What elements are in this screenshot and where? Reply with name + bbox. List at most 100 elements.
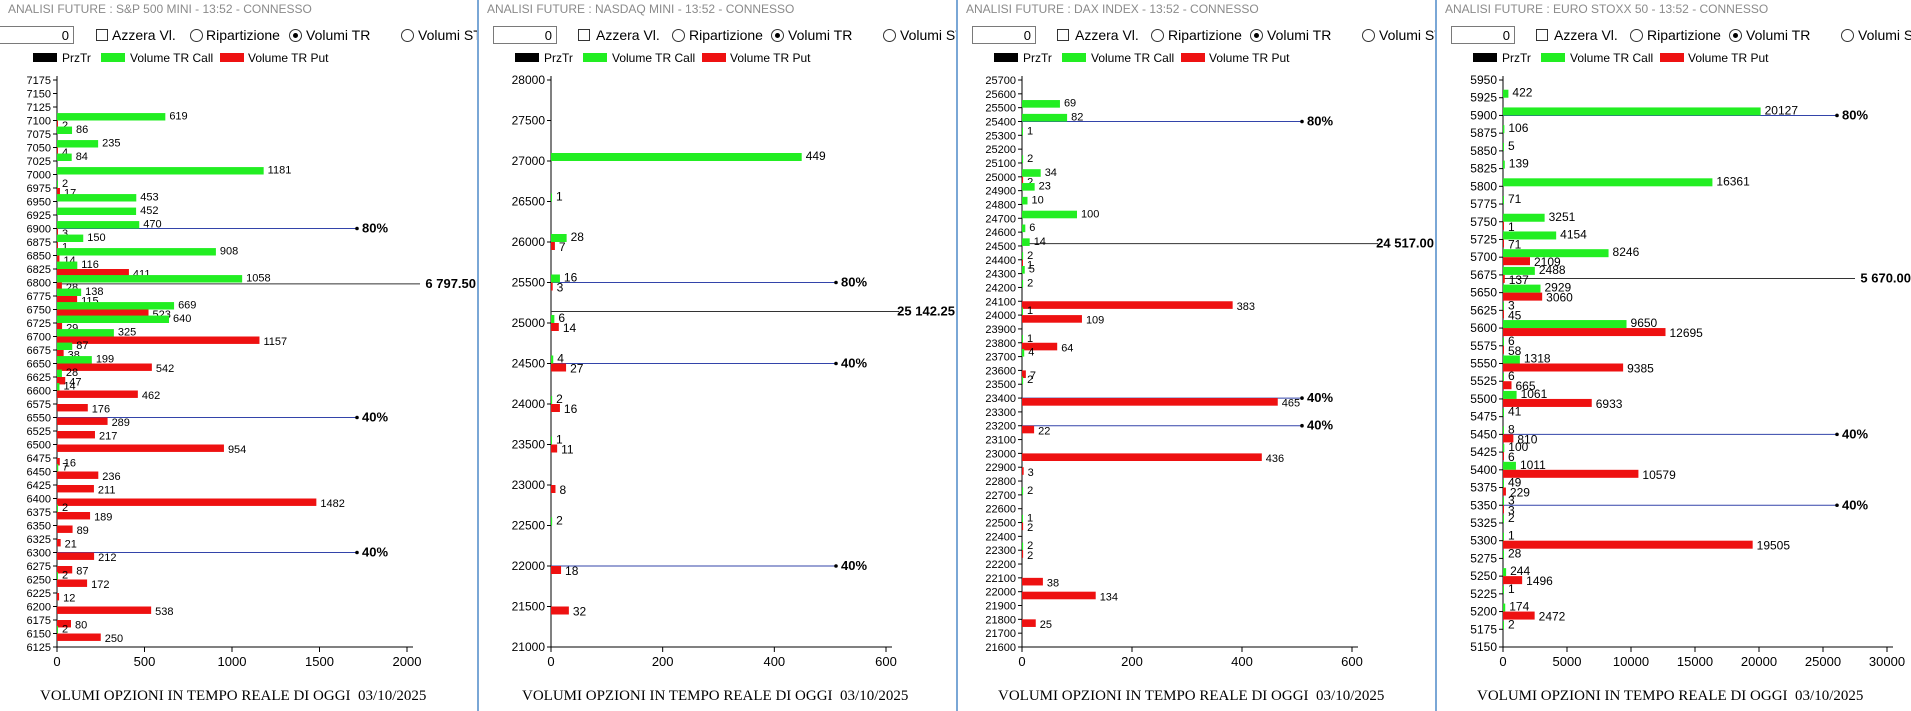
call-value-label: 452 (140, 205, 158, 217)
y-tick-label: 23500 (512, 438, 546, 452)
call-value-label: 71 (1508, 192, 1522, 206)
footer-caption: VOLUMI OPZIONI IN TEMPO REALE DI OGGI (998, 688, 1309, 704)
zero-input[interactable]: 0 (1451, 26, 1515, 44)
put-bar (57, 120, 58, 128)
put-bar (1503, 487, 1506, 496)
azzera-label: Azzera Vl. (596, 27, 660, 43)
put-bar (1022, 577, 1043, 586)
call-value-label: 244 (1510, 564, 1530, 578)
put-value-label: 172 (91, 579, 109, 591)
put-value-label: 2109 (1534, 255, 1561, 269)
y-tick-label: 22300 (985, 545, 1016, 557)
call-value-label: 2 (62, 624, 68, 636)
ripartizione-label: Ripartizione (206, 27, 280, 43)
call-value-label: 1061 (1521, 387, 1548, 401)
y-tick-label: 23400 (985, 393, 1016, 405)
put-bar (1022, 370, 1026, 379)
put-bar (551, 404, 560, 412)
nasdaq-panel: ANALISI FUTURE : NASDAQ MINI - 13:52 - C… (477, 0, 957, 711)
level-marker (834, 564, 838, 568)
control-row: 0 Azzera Vl. Ripartizione Volumi TR Volu… (0, 26, 478, 46)
volumi-st-radio[interactable] (401, 29, 414, 42)
call-value-label: 2 (1027, 153, 1033, 165)
ripartizione-radio[interactable] (190, 29, 203, 42)
volumi-st-radio[interactable] (1362, 29, 1375, 42)
y-tick-label: 5175 (1470, 622, 1497, 636)
call-bar (1503, 355, 1520, 364)
call-value-label: 23 (1039, 181, 1051, 193)
y-tick-label: 5450 (1470, 427, 1497, 441)
call-value-label: 619 (169, 111, 187, 123)
y-tick-label: 22000 (512, 559, 546, 573)
legend-put: Volume TR Put (1209, 51, 1290, 65)
put-bar (57, 566, 73, 574)
footer: VOLUMI OPZIONI IN TEMPO REALE DI OGGI 03… (40, 688, 426, 705)
put-value-label: 80 (75, 619, 87, 631)
call-bar (1503, 213, 1545, 222)
level-label: 40% (362, 410, 388, 425)
volumi-tr-radio[interactable] (1729, 29, 1742, 42)
y-tick-label: 5950 (1470, 73, 1497, 87)
call-value-label: 87 (76, 340, 88, 352)
volumi-st-radio[interactable] (883, 29, 896, 42)
call-value-label: 106 (1508, 121, 1528, 135)
put-bar (1503, 398, 1592, 407)
put-bar (551, 485, 556, 493)
call-value-label: 2 (1027, 250, 1033, 262)
call-bar (57, 356, 92, 364)
azzera-checkbox[interactable] (1057, 29, 1069, 41)
zero-input[interactable]: 0 (0, 26, 74, 44)
call-value-label: 82 (1071, 111, 1083, 123)
zero-input[interactable]: 0 (972, 26, 1036, 44)
y-tick-label: 6525 (27, 426, 51, 438)
azzera-checkbox[interactable] (578, 29, 590, 41)
put-bar (1022, 522, 1024, 531)
put-bar (57, 606, 152, 614)
y-tick-label: 7100 (27, 116, 51, 128)
call-bar (57, 261, 78, 269)
y-tick-label: 25000 (512, 316, 546, 330)
call-bar (1503, 320, 1627, 329)
volumi-tr-radio[interactable] (289, 29, 302, 42)
x-tick-label: 2000 (393, 654, 422, 669)
y-tick-label: 24400 (985, 255, 1016, 267)
y-tick-label: 5625 (1470, 303, 1497, 317)
ripartizione-radio[interactable] (1151, 29, 1164, 42)
put-bar (57, 228, 58, 236)
call-value-label: 1 (1508, 582, 1515, 596)
volumi-tr-radio[interactable] (771, 29, 784, 42)
y-tick-label: 6125 (27, 642, 51, 654)
put-value-label: 189 (94, 511, 112, 523)
put-bar (1022, 453, 1262, 461)
call-value-label: 199 (96, 354, 114, 366)
put-bar (551, 566, 562, 574)
x-tick-label: 400 (763, 654, 785, 669)
put-value-label: 7 (559, 240, 566, 254)
zero-input[interactable]: 0 (493, 26, 557, 44)
y-tick-label: 6575 (27, 399, 51, 411)
put-bar (1022, 619, 1036, 627)
y-tick-label: 6850 (27, 251, 51, 263)
ripartizione-radio[interactable] (1630, 29, 1643, 42)
call-bar (1022, 542, 1024, 551)
call-value-label: 84 (76, 151, 88, 163)
azzera-checkbox[interactable] (1536, 29, 1548, 41)
volumi-st-radio[interactable] (1841, 29, 1854, 42)
azzera-checkbox[interactable] (96, 29, 108, 41)
y-tick-label: 6875 (27, 237, 51, 249)
ripartizione-radio[interactable] (672, 29, 685, 42)
legend-swatch-call (583, 53, 607, 62)
call-bar (57, 626, 58, 634)
put-value-label: 211 (98, 484, 116, 496)
y-tick-label: 6475 (27, 453, 51, 465)
y-tick-label: 24000 (985, 310, 1016, 322)
y-tick-label: 5650 (1470, 286, 1497, 300)
level-marker (355, 415, 359, 420)
put-value-label: 229 (1510, 486, 1530, 500)
volumi-tr-label: Volumi TR (1746, 27, 1811, 43)
footer: VOLUMI OPZIONI IN TEMPO REALE DI OGGI 03… (522, 688, 908, 705)
volumi-tr-radio[interactable] (1250, 29, 1263, 42)
footer-date: 03/10/2025 (1795, 688, 1864, 704)
call-value-label: 3251 (1549, 210, 1576, 224)
legend-swatch-call (101, 53, 125, 62)
